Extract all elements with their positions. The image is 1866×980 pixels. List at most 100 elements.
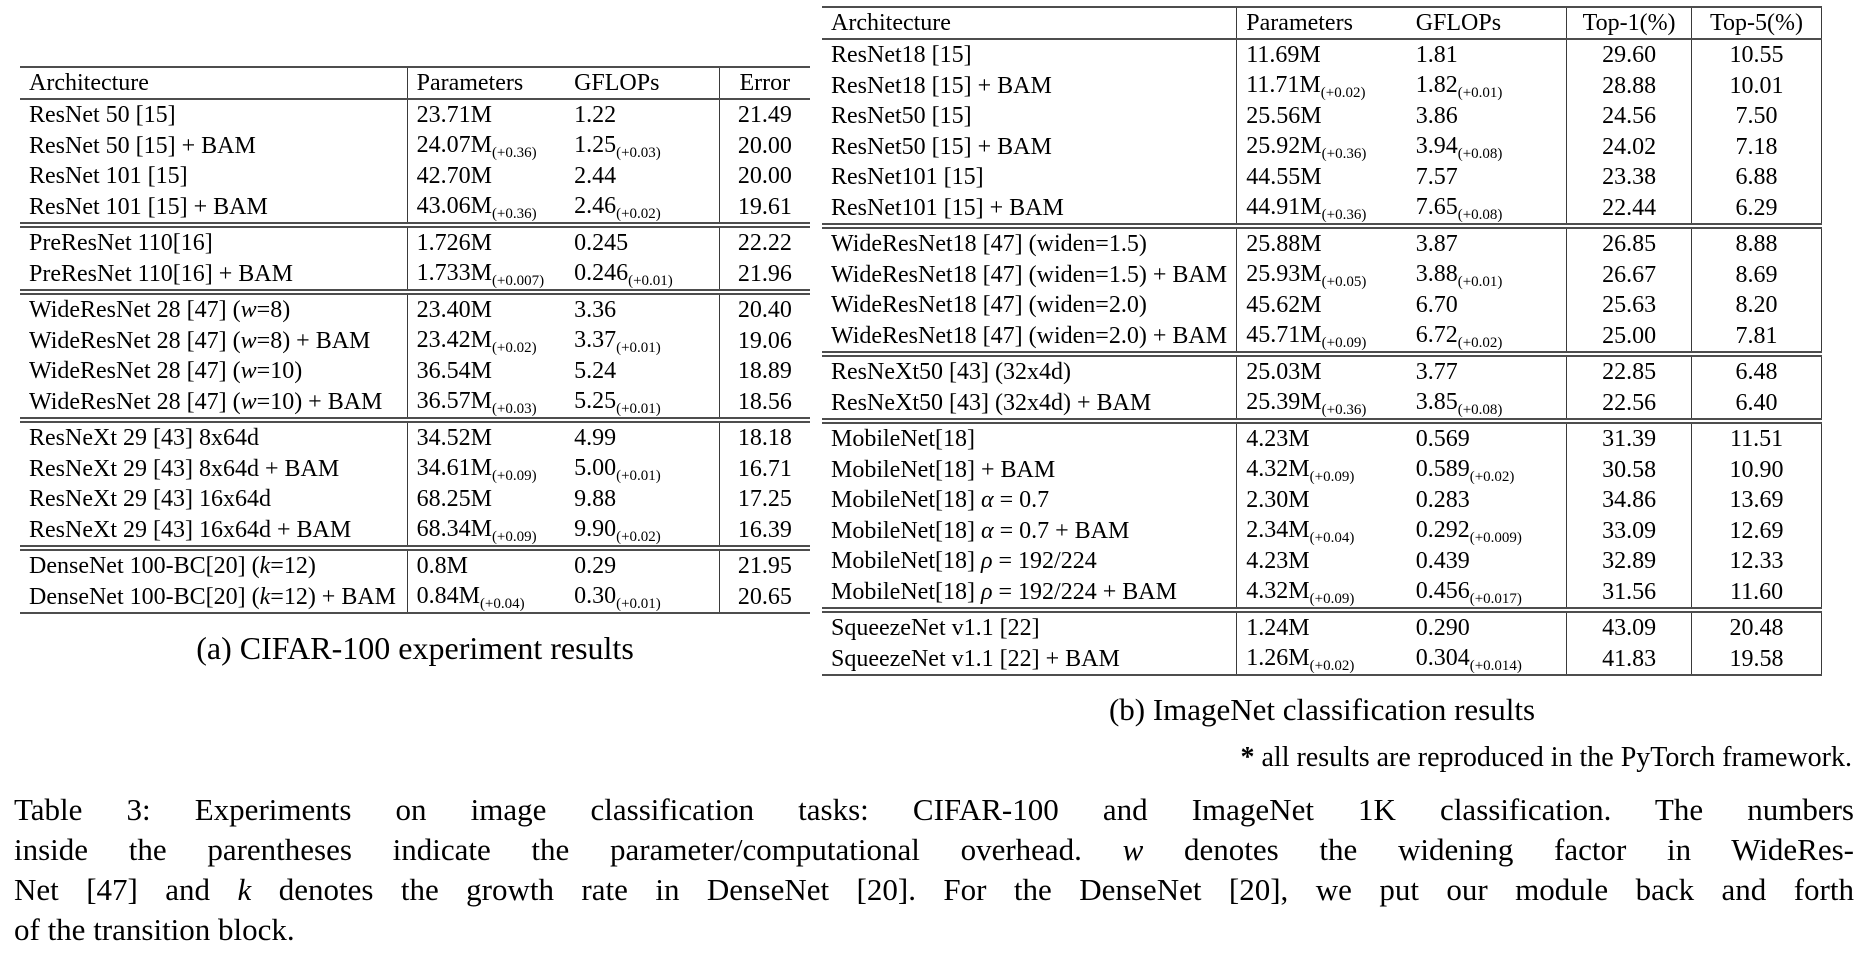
cifar100-table-block: Architecture Parameters GFLOPs Error ResNet… bbox=[20, 66, 810, 667]
metric-cell: 7.50 bbox=[1691, 101, 1822, 131]
table-row: MobileNet[18] + BAM 4.32M(+0.09) 0.589(+0.… bbox=[822, 454, 1822, 485]
metric-cell: 18.18 bbox=[718, 420, 810, 453]
text: ResNet18 [15] bbox=[831, 42, 972, 68]
table-row: SqueezeNet v1.1 [22] + BAM 1.26M(+0.02) 0.… bbox=[822, 643, 1822, 675]
parameters-cell: 0.8M bbox=[407, 548, 565, 581]
value: 1.22 bbox=[574, 102, 617, 128]
italic-text: k bbox=[237, 872, 252, 907]
table-group: ResNet 50 [15] 23.71M 1.22 21.49 ResNet 50 [… bbox=[20, 99, 810, 225]
table-row: WideResNet18 [47] (widen=2.0) + BAM 45.71… bbox=[822, 320, 1822, 354]
italic-text: w bbox=[240, 358, 257, 384]
value: 11.71M bbox=[1246, 72, 1321, 98]
table-row: MobileNet[18] α = 0.7 2.30M 0.283 34.86 13.6… bbox=[822, 485, 1822, 515]
table-row: WideResNet18 [47] (widen=1.5) 25.88M 3.87 2… bbox=[822, 226, 1822, 259]
parameters-cell: 24.07M(+0.36) bbox=[407, 130, 565, 161]
table-row: ResNet50 [15] + BAM 25.92M(+0.36) 3.94(+0.… bbox=[822, 131, 1822, 162]
metric-cell: 20.48 bbox=[1691, 610, 1822, 643]
parameters-cell: 34.52M bbox=[407, 420, 565, 453]
value: 36.57M bbox=[416, 388, 492, 414]
value: 0.589 bbox=[1415, 456, 1470, 482]
parameters-cell: 25.56M bbox=[1237, 101, 1407, 131]
value: 0.84M bbox=[416, 583, 480, 609]
value: 11.69M bbox=[1246, 42, 1321, 68]
metric-cell: 31.56 bbox=[1566, 576, 1692, 610]
table-caption: Table 3: Experiments on image classifica… bbox=[14, 790, 1854, 950]
text: denotes the widening factor in WideRes- bbox=[1143, 832, 1854, 867]
parameters-cell: 68.34M(+0.09) bbox=[407, 514, 565, 548]
gflops-cell: 7.57 bbox=[1407, 162, 1567, 192]
text: MobileNet[18] + BAM bbox=[831, 456, 1056, 483]
value: 0.283 bbox=[1415, 487, 1470, 513]
architecture-cell: ResNeXt50 [43] (32x4d) + BAM bbox=[822, 387, 1238, 421]
metric-cell: 11.51 bbox=[1691, 421, 1822, 454]
gflops-cell: 3.94(+0.08) bbox=[1407, 131, 1567, 162]
caption-line: Net [47] and k denotes the growth rate i… bbox=[14, 870, 1854, 910]
table-group: WideResNet18 [47] (widen=1.5) 25.88M 3.87 2… bbox=[822, 226, 1822, 354]
value: 7.65 bbox=[1415, 194, 1458, 220]
architecture-cell: ResNet 50 [15] bbox=[20, 99, 408, 130]
overhead-subscript: (+0.36) bbox=[491, 145, 537, 161]
overhead-subscript: (+0.05) bbox=[1321, 274, 1367, 290]
metric-cell: 22.22 bbox=[718, 225, 810, 258]
value: 25.88M bbox=[1246, 231, 1322, 257]
gflops-cell: 3.36 bbox=[565, 292, 719, 325]
gflops-cell: 1.22 bbox=[565, 99, 719, 130]
metric-cell: 8.88 bbox=[1691, 226, 1822, 259]
gflops-cell: 3.37(+0.01) bbox=[565, 325, 719, 356]
architecture-cell: ResNet18 [15] bbox=[822, 39, 1238, 70]
italic-text: k bbox=[259, 553, 271, 579]
value: 0.246 bbox=[574, 260, 629, 286]
text: ResNet 101 [15] bbox=[29, 163, 188, 189]
value: 3.94 bbox=[1415, 133, 1458, 159]
text: ResNeXt 29 [43] 16x64d + BAM bbox=[29, 516, 352, 543]
value: 1.24M bbox=[1246, 615, 1310, 641]
metric-cell: 13.69 bbox=[1691, 485, 1822, 515]
value: 1.733M bbox=[416, 260, 492, 286]
metric-cell: 26.85 bbox=[1566, 226, 1692, 259]
gflops-cell: 2.44 bbox=[565, 161, 719, 191]
metric-cell: 21.95 bbox=[718, 548, 810, 581]
parameters-cell: 25.92M(+0.36) bbox=[1237, 131, 1407, 162]
value: 9.90 bbox=[574, 516, 617, 542]
value: 2.34M bbox=[1246, 517, 1310, 543]
table-a-caption: (a) CIFAR-100 experiment results bbox=[196, 630, 634, 666]
parameters-cell: 45.71M(+0.09) bbox=[1237, 320, 1407, 354]
column-header: Architecture bbox=[822, 7, 1238, 39]
value: 5.25 bbox=[574, 388, 617, 414]
parameters-cell: 1.24M bbox=[1237, 610, 1407, 643]
parameters-cell: 36.57M(+0.03) bbox=[407, 386, 565, 420]
text: WideResNet18 [47] (widen=1.5) bbox=[831, 231, 1147, 257]
table-group: SqueezeNet v1.1 [22] 1.24M 0.290 43.09 20.48… bbox=[822, 610, 1822, 675]
architecture-cell: MobileNet[18] ρ = 192/224 + BAM bbox=[822, 576, 1238, 610]
metric-cell: 21.49 bbox=[718, 99, 810, 130]
metric-cell: 28.88 bbox=[1566, 70, 1692, 101]
table-row: MobileNet[18] α = 0.7 + BAM 2.34M(+0.04) 0… bbox=[822, 515, 1822, 546]
metric-cell: 18.56 bbox=[718, 386, 810, 420]
value: 0.245 bbox=[574, 230, 629, 256]
table-group: MobileNet[18] 4.23M 0.569 31.39 11.51 MobileN… bbox=[822, 421, 1822, 610]
value: 25.39M bbox=[1246, 389, 1322, 415]
parameters-cell: 1.726M bbox=[407, 225, 565, 258]
metric-cell: 20.40 bbox=[718, 292, 810, 325]
parameters-cell: 44.91M(+0.36) bbox=[1237, 192, 1407, 226]
overhead-subscript: (+0.09) bbox=[491, 529, 537, 545]
value: 34.52M bbox=[416, 425, 492, 451]
table-row: MobileNet[18] 4.23M 0.569 31.39 11.51 bbox=[822, 421, 1822, 454]
architecture-cell: ResNet101 [15] bbox=[822, 162, 1238, 192]
gflops-cell: 2.46(+0.02) bbox=[565, 191, 719, 225]
architecture-cell: WideResNet18 [47] (widen=2.0) + BAM bbox=[822, 320, 1238, 354]
value: 4.99 bbox=[574, 425, 617, 451]
text: WideResNet 28 [47] ( bbox=[29, 327, 241, 354]
text: denotes the growth rate in DenseNet [20]… bbox=[251, 872, 1854, 907]
overhead-subscript: (+0.02) bbox=[616, 529, 661, 545]
gflops-cell: 1.25(+0.03) bbox=[565, 130, 719, 161]
text: ResNet 101 [15] + BAM bbox=[29, 193, 268, 220]
text: = 0.7 bbox=[993, 487, 1050, 513]
gflops-cell: 3.87 bbox=[1407, 226, 1567, 259]
metric-cell: 23.38 bbox=[1566, 162, 1692, 192]
table-row: MobileNet[18] ρ = 192/224 4.23M 0.439 32.89… bbox=[822, 546, 1822, 576]
metric-cell: 10.55 bbox=[1691, 39, 1822, 70]
metric-cell: 20.00 bbox=[718, 130, 810, 161]
value: 1.26M bbox=[1246, 645, 1310, 671]
value: 5.24 bbox=[574, 358, 617, 384]
